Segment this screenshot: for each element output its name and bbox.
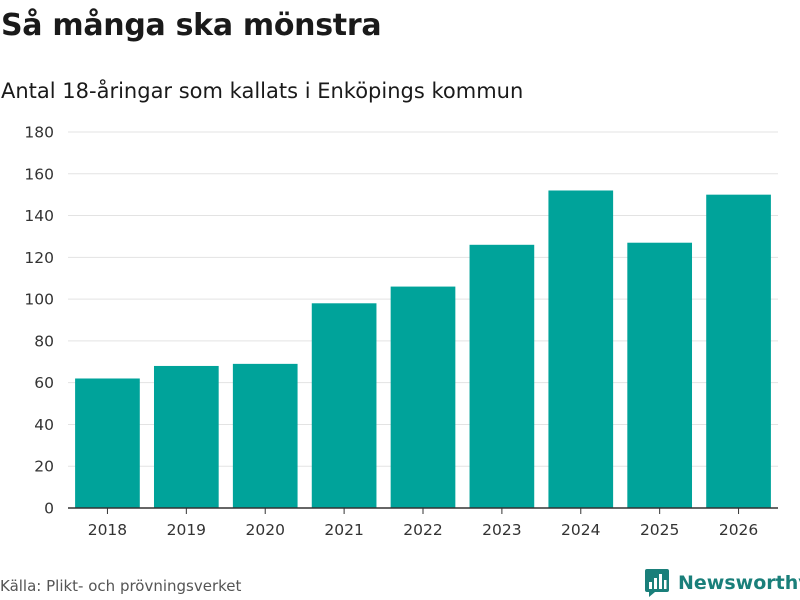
y-tick-label: 20 — [34, 458, 54, 476]
y-tick-label: 180 — [24, 124, 54, 142]
x-tick-label: 2021 — [324, 521, 363, 539]
brand-logo: Newsworthy — [644, 568, 800, 598]
x-tick-label: 2022 — [403, 521, 442, 539]
y-tick-label: 80 — [34, 332, 54, 350]
y-tick-label: 160 — [24, 165, 54, 183]
bar-2021 — [311, 303, 377, 508]
bar-2020 — [232, 363, 298, 508]
x-tick-label: 2023 — [482, 521, 521, 539]
bar-2025 — [627, 242, 693, 508]
y-tick-label: 140 — [24, 207, 54, 225]
x-tick-label: 2025 — [640, 521, 679, 539]
axes: 0 20 40 60 80 100 120 140 160 180 2018 2019 2020 2021… — [24, 124, 778, 539]
x-tick-label: 2024 — [561, 521, 600, 539]
source-note: Källa: Plikt- och prövningsverket — [0, 577, 242, 595]
x-tick-label: 2026 — [719, 521, 758, 539]
x-tick-label: 2019 — [167, 521, 206, 539]
bar-2022 — [390, 286, 456, 508]
chart-title: Så många ska mönstra — [1, 8, 382, 43]
y-tick-label: 120 — [24, 249, 54, 267]
x-tick-label: 2020 — [245, 521, 284, 539]
y-tick-label: 100 — [24, 291, 54, 309]
chart-subtitle: Antal 18-åringar som kallats i Enköpings… — [1, 79, 524, 103]
bar-2023 — [469, 244, 535, 509]
bar-2026 — [706, 194, 771, 508]
y-tick-label: 0 — [44, 500, 54, 518]
x-tick-label: 2018 — [88, 521, 127, 539]
y-tick-label: 60 — [34, 374, 54, 392]
brand-name: Newsworthy — [678, 572, 800, 594]
bar-2024 — [548, 190, 614, 508]
y-tick-label: 40 — [34, 416, 54, 434]
newsworthy-logo-icon — [645, 569, 669, 597]
bar-2019 — [153, 365, 219, 508]
bar-2018 — [75, 378, 140, 508]
bars — [75, 190, 771, 509]
